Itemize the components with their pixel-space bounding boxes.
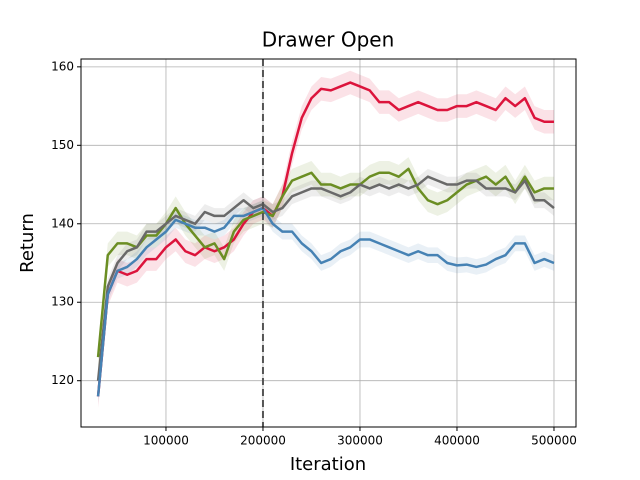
y-tick-label: 160 bbox=[51, 59, 74, 73]
x-tick-label: 400000 bbox=[434, 434, 480, 448]
chart-title: Drawer Open bbox=[262, 28, 395, 52]
x-tick-label: 500000 bbox=[531, 434, 577, 448]
x-tick-label: 100000 bbox=[143, 434, 189, 448]
x-tick-label: 200000 bbox=[240, 434, 286, 448]
line bbox=[96, 206, 555, 397]
error-band bbox=[98, 200, 554, 405]
error-band bbox=[98, 70, 554, 409]
x-axis-label: Iteration bbox=[290, 454, 366, 475]
plot-frame bbox=[80, 58, 577, 428]
error-band bbox=[98, 168, 554, 389]
error-band bbox=[98, 157, 554, 369]
y-tick-label: 130 bbox=[51, 295, 74, 309]
y-tick-label: 140 bbox=[51, 216, 74, 230]
y-tick-label: 150 bbox=[51, 138, 74, 152]
y-tick-label: 120 bbox=[51, 373, 74, 387]
y-axis-label: Return bbox=[17, 213, 38, 273]
line bbox=[96, 81, 554, 397]
line bbox=[96, 167, 554, 358]
x-tick-label: 300000 bbox=[337, 434, 383, 448]
line bbox=[96, 175, 555, 381]
